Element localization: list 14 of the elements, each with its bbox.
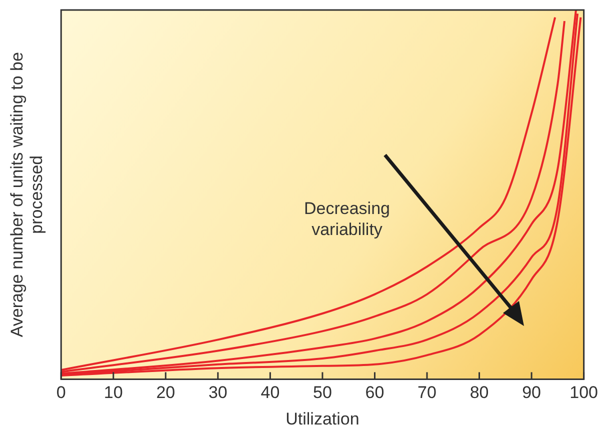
x-tick-label: 80 <box>470 383 489 402</box>
x-tick-label: 0 <box>56 383 66 402</box>
x-tick-label: 10 <box>104 383 123 402</box>
x-tick-label: 70 <box>418 383 436 402</box>
x-tick-label: 40 <box>260 383 280 402</box>
annotation: Decreasing variability <box>304 199 390 239</box>
x-tick-label: 20 <box>156 383 176 402</box>
x-tick-label: 60 <box>365 383 384 402</box>
x-tick-label: 100 <box>570 383 598 402</box>
x-axis-title: Utilization <box>286 409 360 428</box>
x-tick-label: 30 <box>208 383 228 402</box>
x-tick-label: 90 <box>522 383 542 402</box>
x-tick-label: 50 <box>313 383 332 402</box>
y-axis-title: Average number of units waiting to be processed <box>7 52 46 338</box>
